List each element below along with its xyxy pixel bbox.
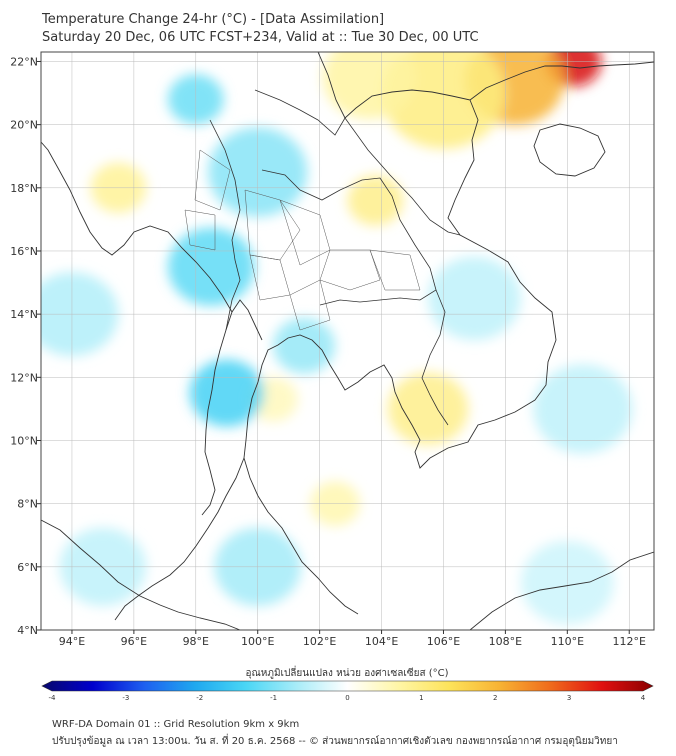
- lat-tick-label: 6°N: [17, 561, 38, 574]
- field-blob: [273, 317, 336, 374]
- colorbar-tick-label: 2: [493, 694, 497, 702]
- border-china-north: [254, 89, 346, 136]
- map-title: Temperature Change 24-hr (°C) - [Data As…: [42, 12, 385, 27]
- colorbar-label: อุณหภูมิเปลี่ยนแปลง หน่วย องศาเซลเซียส (…: [245, 665, 448, 679]
- province-grid-thailand: [184, 149, 421, 331]
- lon-tick-label: 110°E: [551, 635, 584, 648]
- field-blob: [167, 227, 255, 306]
- lon-tick-label: 112°E: [613, 635, 646, 648]
- border-myanmar-thailand: [209, 119, 241, 331]
- lat-tick-label: 20°N: [10, 119, 38, 132]
- colorbar-tick-label: -4: [49, 694, 57, 702]
- lon-tick-label: 106°E: [427, 635, 460, 648]
- footer-domain-info: WRF-DA Domain 01 :: Grid Resolution 9km …: [52, 719, 300, 730]
- border-laos-vietnam: [344, 117, 461, 236]
- colorbar: -4 -3 -2 -1 0 1 2 3 4: [41, 680, 654, 702]
- colorbar-tick-label: -2: [196, 694, 203, 702]
- map-background: [41, 52, 654, 630]
- field-blob: [533, 364, 633, 454]
- lat-tick-label: 12°N: [10, 371, 38, 384]
- colorbar-tick-label: 4: [641, 694, 646, 702]
- lon-tick-label: 100°E: [241, 635, 274, 648]
- field-blob: [189, 359, 264, 427]
- border-thailand-laos: [261, 169, 437, 306]
- lon-tick-label: 94°E: [59, 635, 85, 648]
- lat-tick-label: 4°N: [17, 624, 38, 637]
- colorbar-ticks: -4 -3 -2 -1 0 1 2 3 4: [49, 694, 646, 702]
- colorbar-tick-label: 0: [345, 694, 349, 702]
- colorbar-tick-label: -1: [270, 694, 277, 702]
- lon-tick-label: 104°E: [365, 635, 398, 648]
- field-blob: [322, 52, 416, 120]
- map-frame: [40, 51, 655, 631]
- lon-tick-label: 108°E: [489, 635, 522, 648]
- colorbar-tick-label: -3: [122, 694, 129, 702]
- lat-tick-label: 10°N: [10, 434, 38, 447]
- colorbar-body: [41, 680, 654, 692]
- axis-ticks: 94°E 96°E 98°E 100°E 102°E 104°E 106°E 108°E 110…: [10, 55, 646, 648]
- lat-tick-label: 18°N: [10, 182, 38, 195]
- coastline-borneo: [469, 551, 654, 630]
- colorbar-tick-label: 3: [567, 694, 571, 702]
- lat-tick-label: 16°N: [10, 245, 38, 258]
- lat-tick-label: 14°N: [10, 308, 38, 321]
- coastline-hainan: [533, 123, 606, 177]
- lon-tick-label: 102°E: [303, 635, 336, 648]
- lon-tick-label: 96°E: [121, 635, 147, 648]
- lat-tick-label: 8°N: [17, 498, 38, 511]
- field-blob: [427, 256, 521, 341]
- footer-credit: ปรับปรุงข้อมูล ณ เวลา 13:00น. วัน ส. ที่…: [52, 736, 618, 747]
- coastlines-borders: [41, 52, 654, 630]
- graticule: [41, 52, 654, 630]
- lat-tick-label: 22°N: [10, 55, 38, 68]
- border-cambodia-vietnam: [421, 289, 449, 426]
- map-subtitle: Saturday 20 Dec, 06 UTC FCST+234, Valid …: [42, 30, 479, 45]
- colorbar-tick-label: 1: [419, 694, 423, 702]
- map-plot-area: [41, 52, 654, 630]
- lon-tick-label: 98°E: [183, 635, 209, 648]
- coastline-sumatra: [41, 519, 241, 630]
- field-blob: [387, 372, 469, 446]
- coastline-mainland: [41, 52, 654, 621]
